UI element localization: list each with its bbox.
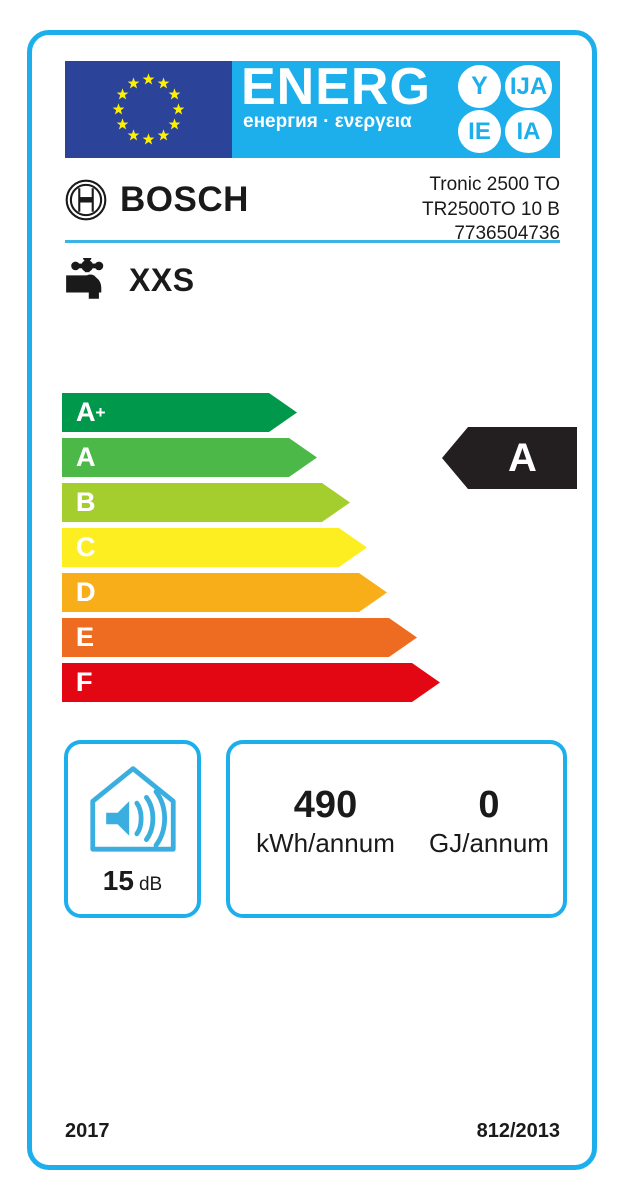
bosch-logo: BOSCH [65, 179, 249, 221]
eu-star [157, 77, 170, 89]
energy-class-bar: F [62, 663, 462, 702]
header-divider [65, 240, 560, 243]
energy-class-label: A + [76, 397, 106, 427]
footer-year: 2017 [65, 1120, 110, 1142]
energy-class-bar: E [62, 618, 462, 657]
eu-star [157, 129, 170, 141]
eu-star [116, 118, 129, 130]
eu-star [168, 118, 181, 130]
eu-stars [112, 73, 185, 145]
language-circle-y: Y [458, 65, 501, 108]
energy-class-label: E [76, 622, 95, 652]
energy-class-bars: A + A B C D E F [62, 393, 462, 708]
energy-class-label: A [76, 442, 96, 472]
product-model-info: Tronic 2500 TO TR2500TO 10 B 7736504736 [422, 173, 560, 247]
bar-shape [62, 663, 440, 702]
energy-value-gj: 0 [478, 784, 500, 827]
label-footer: 2017 812/2013 [65, 1120, 560, 1143]
energy-class-bar: A + [62, 393, 462, 432]
energy-class-bar: C [62, 528, 462, 567]
eu-star [127, 77, 140, 89]
energ-band: ENERG енергия · ενεργεια Y IJA IE IA [232, 61, 560, 158]
energy-class-bar: B [62, 483, 462, 522]
energy-columns: 490 kWh/annum 0 GJ/annum [230, 786, 563, 871]
energy-class-label: B [76, 487, 96, 517]
eu-star [112, 103, 125, 115]
energy-class-label: F [76, 667, 93, 697]
bar-shape [62, 618, 417, 657]
label-header: ENERG енергия · ενεργεια Y IJA IE IA [65, 61, 560, 158]
rating-arrow-shape [442, 427, 577, 489]
model-line-2: TR2500TO 10 B [421, 198, 560, 220]
language-circle-ia: IA [505, 110, 552, 153]
tap-icon [66, 258, 104, 299]
bar-shape [62, 438, 317, 477]
bar-shape [62, 528, 367, 567]
eu-star [142, 73, 155, 85]
language-circles: Y IJA IE IA [456, 65, 556, 153]
rating-class-letter: A [508, 435, 537, 480]
bar-shape [62, 483, 350, 522]
energy-class-bar: D [62, 573, 462, 612]
bosch-wordmark: BOSCH [120, 180, 249, 219]
noise-value: 15 [102, 865, 134, 896]
brand-row: BOSCH Tronic 2500 TO TR2500TO 10 B 77365… [65, 174, 560, 244]
eu-star [142, 133, 155, 145]
energy-column-kwh: 490 kWh/annum [233, 786, 418, 859]
bosch-armature-icon [65, 179, 107, 221]
footer-regulation: 812/2013 [476, 1120, 560, 1142]
energy-column-gj: 0 GJ/annum [418, 786, 560, 859]
language-circle-ie: IE [458, 110, 501, 153]
bar-shape [62, 573, 387, 612]
energy-unit-kwh: kWh/annum [256, 828, 395, 859]
eu-star [168, 88, 181, 100]
noise-value-line: 15 dB [103, 865, 162, 897]
model-line-3: 7736504736 [454, 223, 560, 245]
eu-star [116, 88, 129, 100]
load-profile-value: XXS [129, 261, 195, 298]
load-profile-row: XXS [63, 258, 195, 302]
energy-class-bar: A [62, 438, 462, 477]
energ-subtitle: енергия · ενεργεια [243, 111, 412, 132]
energy-class-label: C [76, 532, 96, 562]
bar-shape [62, 393, 297, 432]
energy-label-card: ENERG енергия · ενεργεια Y IJA IE IA BOS… [27, 30, 597, 1170]
eu-star [127, 129, 140, 141]
european-union-flag [65, 61, 232, 158]
energ-wordmark: ENERG [241, 61, 431, 116]
language-circle-ija: IJA [505, 65, 552, 108]
energy-class-label: D [76, 577, 96, 607]
noise-unit: dB [138, 874, 163, 895]
energy-consumption-box: 490 kWh/annum 0 GJ/annum [226, 740, 567, 918]
noise-level-box: 15 dB [64, 740, 201, 918]
house-sound-icon [89, 766, 176, 852]
energy-value-kwh: 490 [293, 784, 358, 827]
model-line-1: Tronic 2500 TO [429, 174, 560, 195]
eu-star [172, 103, 185, 115]
energy-unit-gj: GJ/annum [429, 828, 549, 859]
